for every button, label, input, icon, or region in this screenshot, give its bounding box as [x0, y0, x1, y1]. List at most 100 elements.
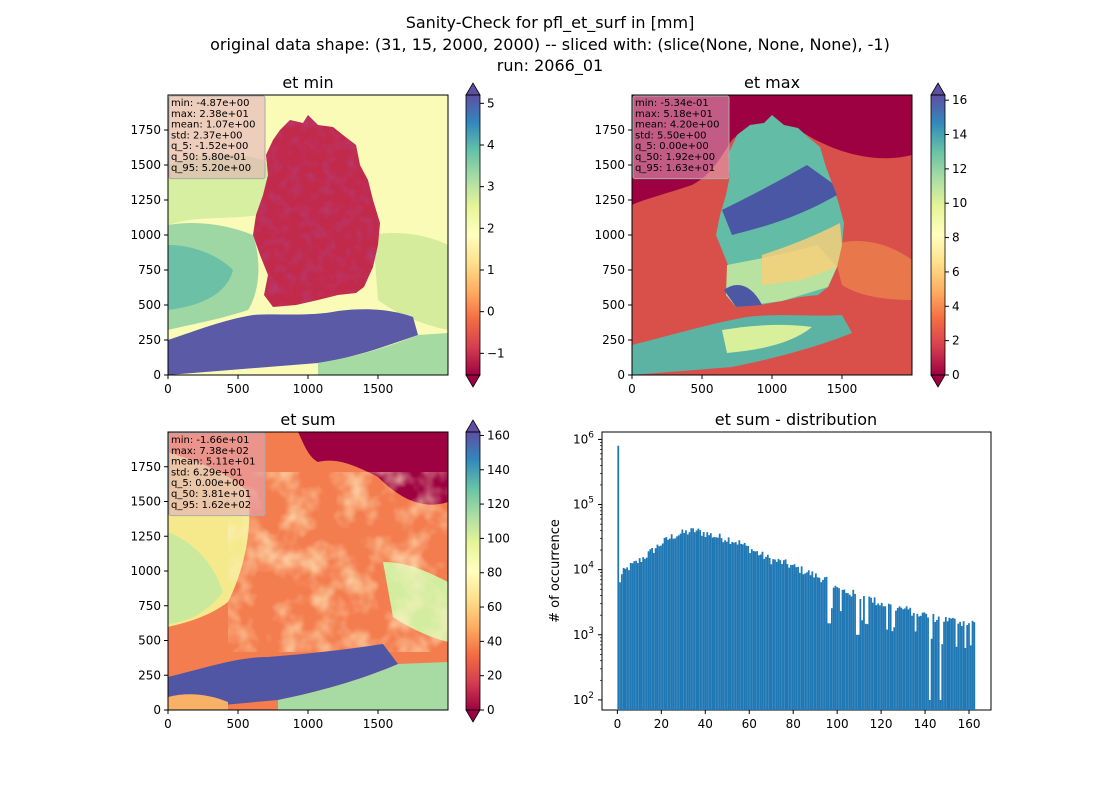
histogram-bar	[670, 534, 673, 710]
et-max-title: et max	[744, 73, 800, 92]
histogram-bar	[617, 445, 620, 710]
colorbar-tick-label: 80	[487, 566, 502, 580]
histogram-bar	[699, 530, 702, 710]
histogram-bar	[914, 631, 917, 710]
histogram-ylabel: # of occurrence	[548, 519, 563, 623]
histogram-bar	[902, 609, 904, 710]
histogram-bar	[944, 617, 947, 710]
histogram-bar	[937, 616, 940, 710]
histogram-bar	[624, 568, 627, 710]
y-tick-label: 106	[573, 430, 594, 446]
histogram-bar	[786, 564, 789, 710]
stats-line: max: 2.38e+01	[171, 109, 249, 120]
histogram-bar	[738, 540, 741, 710]
et-max-southeast	[832, 240, 912, 300]
histogram-bar	[761, 551, 764, 710]
stats-box	[168, 95, 266, 180]
histogram-bar	[884, 606, 887, 710]
stats-line: min: -1.66e+01	[171, 435, 250, 446]
histogram-bar	[777, 558, 780, 710]
histogram-bar	[701, 535, 703, 710]
colorbar-tick-label: 100	[487, 531, 510, 545]
histogram-bar	[640, 561, 643, 710]
histogram-bar	[649, 549, 652, 710]
histogram-bar	[741, 544, 744, 710]
histogram-bar	[756, 551, 759, 710]
stats-line: q_50: 3.81e+01	[171, 489, 251, 500]
histogram-bar	[758, 555, 760, 710]
x-tick-label: 1000	[293, 382, 324, 396]
figure-title-line-1: Sanity-Check for pfl_et_surf in [mm]	[405, 13, 695, 32]
histogram-bar	[952, 617, 954, 710]
histogram-bar	[836, 587, 839, 710]
x-tick-label: 140	[914, 717, 937, 731]
histogram-bar	[743, 542, 746, 710]
histogram-bar	[955, 646, 958, 710]
stats-line: mean: 5.11e+01	[171, 457, 255, 468]
histogram-bar	[852, 589, 855, 710]
histogram-bar	[934, 622, 937, 710]
histogram-bar	[870, 597, 872, 710]
colorbar-tick-label: 12	[952, 162, 967, 176]
histogram-bar	[843, 589, 846, 710]
histogram-bar	[898, 606, 901, 710]
histogram-bar	[825, 576, 828, 710]
histogram-bar	[873, 597, 876, 710]
histogram-bar	[957, 623, 960, 710]
histogram-bar	[850, 596, 853, 710]
colorbar-tick-label: 14	[952, 128, 967, 142]
histogram-bar	[797, 566, 799, 710]
y-tick-label: 102	[573, 691, 594, 707]
histogram-bar	[847, 593, 849, 710]
x-tick-label: 500	[691, 382, 714, 396]
et-max-alps-warm	[722, 324, 812, 353]
colorbar-tick-label: 8	[952, 231, 960, 245]
colorbar-tick-label: 6	[952, 265, 960, 279]
histogram-bar	[722, 542, 725, 710]
histogram-bar	[882, 606, 885, 710]
histogram-bar	[971, 620, 974, 710]
histogram-bar	[831, 608, 833, 710]
x-tick-label: 0	[164, 382, 172, 396]
y-tick-label: 500	[602, 298, 625, 312]
histogram-bar	[859, 598, 862, 710]
histogram-bar	[823, 577, 826, 710]
histogram-bar	[642, 557, 645, 710]
histogram-bar	[791, 564, 794, 710]
histogram-y-ticks: 102 103 104 105 106	[573, 430, 602, 707]
histogram-bar	[727, 537, 730, 710]
histogram-bar	[834, 585, 837, 710]
y-tick-label: 1750	[594, 123, 625, 137]
stats-line: min: -4.87e+00	[171, 98, 250, 109]
histogram-bar	[663, 537, 666, 710]
colorbar-gradient	[466, 432, 480, 710]
et-sum-alps-warm	[168, 694, 228, 710]
histogram-bar	[868, 596, 871, 710]
histogram-bar	[916, 613, 919, 710]
et-sum-west-green-2	[168, 532, 223, 624]
x-tick-label: 500	[227, 382, 250, 396]
histogram-bar	[893, 627, 896, 710]
histogram-bar	[740, 543, 742, 710]
histogram-bar	[973, 622, 976, 710]
histogram-bar	[845, 593, 848, 710]
y-tick-label: 105	[573, 496, 594, 512]
histogram-bar	[907, 609, 910, 710]
histogram-bar	[765, 556, 767, 710]
histogram-bar	[672, 538, 675, 710]
et-sum-alps-green	[278, 662, 448, 710]
histogram-bar	[724, 540, 726, 710]
colorbar-tick-label: 0	[487, 703, 495, 717]
histogram-bar	[814, 573, 817, 710]
x-tick-label: 0	[164, 717, 172, 731]
colorbar-gradient	[466, 95, 480, 375]
colorbar-tick-label: 20	[487, 669, 502, 683]
histogram-bar	[855, 634, 858, 710]
histogram-bar	[838, 588, 840, 710]
histogram-bar	[763, 558, 766, 710]
histogram-bar	[661, 543, 664, 710]
stats-box	[168, 432, 266, 517]
histogram-bar	[725, 541, 728, 710]
